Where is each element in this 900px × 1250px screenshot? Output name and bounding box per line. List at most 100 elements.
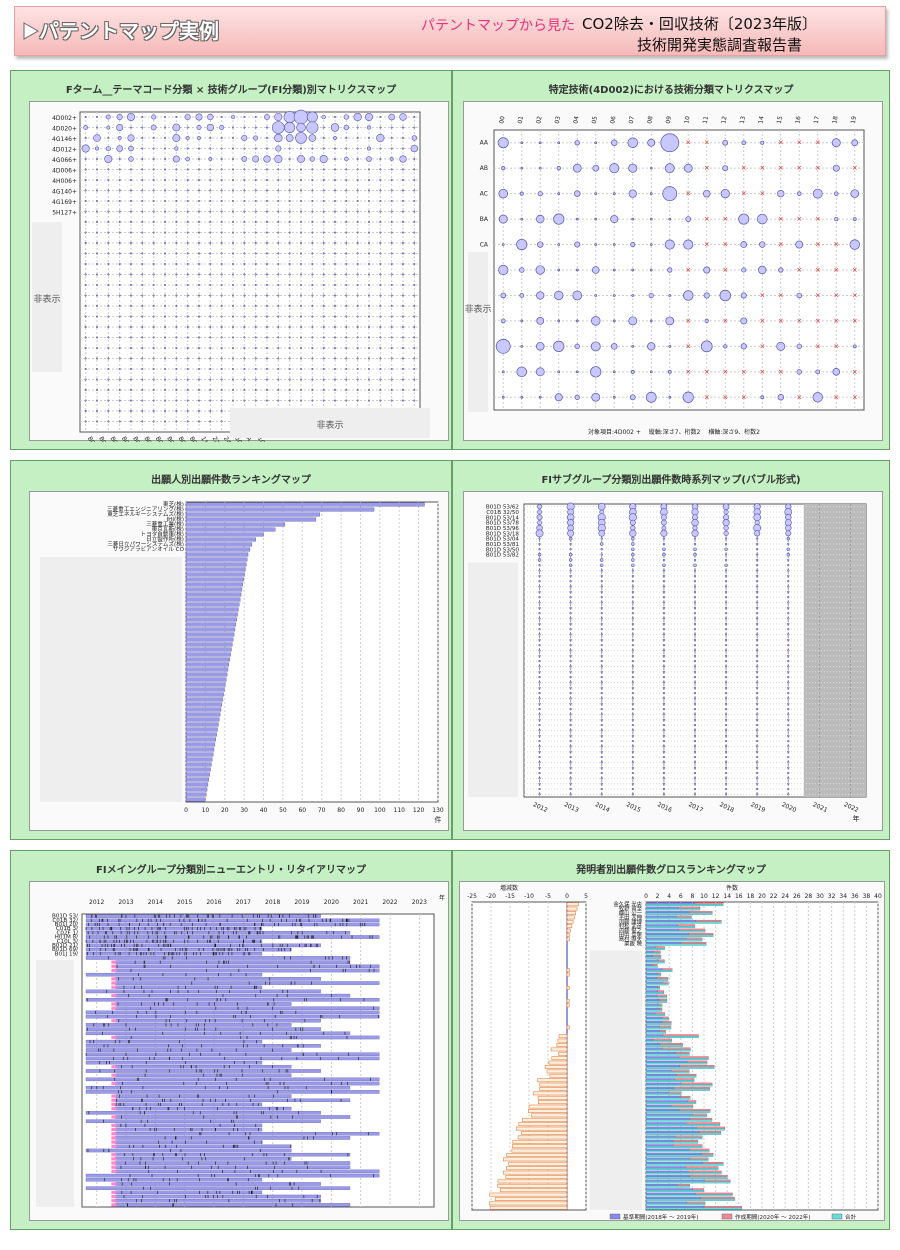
- bubble: [288, 221, 291, 224]
- bubble: [243, 221, 246, 224]
- cross-mark: ×: [759, 164, 765, 172]
- current-period-bar: [676, 1073, 697, 1076]
- bubble: [277, 221, 280, 224]
- bubble: [130, 294, 133, 297]
- bubble: [413, 336, 416, 339]
- bubble: [600, 628, 603, 631]
- bubble: [379, 147, 382, 150]
- bubble: [356, 147, 359, 150]
- bubble: [209, 273, 212, 276]
- bubble: [96, 399, 99, 402]
- cross-mark: ×: [852, 266, 858, 274]
- bubble: [196, 125, 202, 130]
- bubble: [693, 563, 697, 567]
- bubble: [756, 596, 759, 599]
- bubble: [118, 305, 121, 308]
- bubble: [569, 633, 572, 636]
- bubble: [413, 200, 416, 203]
- bubble: [787, 681, 790, 684]
- bubble: [574, 241, 581, 248]
- col-label: 02: [535, 115, 543, 124]
- bubble: [96, 221, 99, 224]
- bubble: [288, 157, 291, 160]
- total-bar: [645, 1207, 742, 1210]
- lifespan-bar: [115, 1115, 351, 1119]
- bubble: [367, 357, 370, 360]
- bubble: [356, 242, 359, 245]
- bubble: [787, 686, 790, 689]
- lifespan-bar: [115, 1136, 351, 1140]
- bubble: [254, 126, 257, 129]
- bar: [185, 667, 229, 672]
- cross-mark: ×: [833, 241, 839, 249]
- bubble: [538, 654, 541, 657]
- bubble: [141, 336, 144, 339]
- bubble: [333, 210, 336, 213]
- total-bar: [645, 1040, 672, 1043]
- bubble: [220, 378, 223, 381]
- current-period-bar: [699, 1131, 722, 1134]
- bubble: [116, 123, 124, 132]
- bubble: [538, 166, 542, 170]
- bubble: [254, 367, 257, 370]
- bubble: [600, 660, 603, 663]
- panel-matrix-4d002: 特定技術(4D002)における技術分類マトリクスマップ 00 01 02 03 04 05…: [452, 70, 890, 450]
- current-period-bar: [671, 1069, 690, 1072]
- report-subtitle: 技術開発実態調査報告書: [637, 36, 803, 54]
- bubble: [538, 681, 541, 684]
- bubble: [277, 336, 280, 339]
- base-period-bar: [645, 1021, 663, 1024]
- bubble: [569, 787, 572, 791]
- col-label: 14: [757, 115, 765, 124]
- bubble: [243, 179, 246, 182]
- bubble: [198, 273, 201, 276]
- lifespan-bar: [115, 981, 380, 985]
- bubble: [96, 157, 99, 160]
- bubble: [118, 231, 121, 234]
- bar: [185, 612, 238, 617]
- bubble: [756, 761, 759, 764]
- year-label: 2015: [625, 801, 642, 814]
- bubble: [591, 266, 600, 274]
- bubble: [164, 315, 167, 318]
- bubble: [232, 315, 235, 318]
- panel-title: 発明者別出願件数グロスランキングマップ: [576, 865, 766, 876]
- footnote: 対象項目:4D002 + 縦軸:深さ7、桁数2 横軸:深さ9、桁数2: [588, 428, 760, 436]
- bubble: [662, 612, 666, 615]
- applicant-label: IHI(株): [167, 515, 184, 523]
- bubble: [662, 585, 666, 588]
- bubble: [93, 134, 101, 142]
- bubble: [118, 409, 121, 412]
- bubble: [815, 369, 821, 375]
- bubble: [600, 558, 604, 562]
- bubble: [322, 305, 325, 308]
- bubble: [311, 347, 314, 350]
- bubble: [186, 147, 189, 150]
- bubble: [538, 692, 541, 695]
- bubble: [379, 231, 382, 234]
- bubble: [724, 649, 728, 652]
- bubble: [152, 179, 155, 182]
- entry-marker: [111, 1002, 117, 1006]
- diff-bar: [566, 968, 570, 973]
- col-label: 18: [831, 115, 839, 124]
- bubble: [662, 718, 666, 721]
- bubble: [538, 660, 541, 663]
- bubble: [198, 294, 201, 297]
- col-label: 03: [554, 115, 562, 124]
- bubble: [186, 399, 189, 402]
- bar: [185, 717, 220, 722]
- bubble: [693, 686, 697, 689]
- lifespan-bar: [85, 1023, 292, 1027]
- x-tick-label: 30: [240, 807, 248, 814]
- bubble: [787, 654, 790, 657]
- bubble: [220, 409, 223, 412]
- x-unit: 年: [439, 894, 445, 902]
- bubble: [401, 200, 404, 203]
- total-bar: [645, 996, 668, 999]
- bubble: [322, 263, 325, 266]
- year-label: 2016: [656, 801, 673, 814]
- bubble: [600, 745, 603, 748]
- diff-bar: [517, 1135, 568, 1140]
- bubble: [647, 138, 656, 147]
